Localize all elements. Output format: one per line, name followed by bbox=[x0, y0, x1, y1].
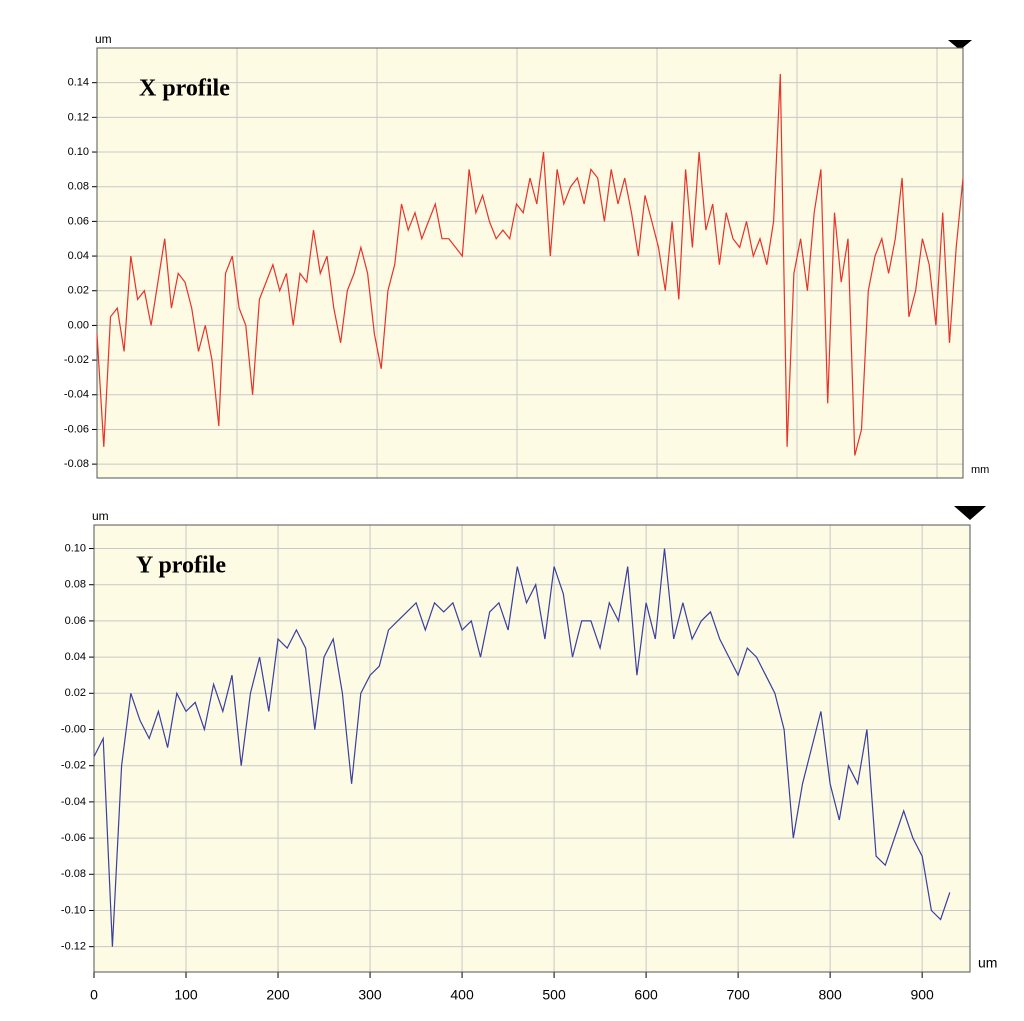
y-tick-label: 0.10 bbox=[68, 146, 89, 158]
x-tick-label: 700 bbox=[726, 987, 750, 1003]
x-tick-label: 800 bbox=[818, 987, 842, 1003]
y-tick-label: -0.02 bbox=[64, 354, 89, 366]
y-tick-label: 0.06 bbox=[68, 215, 89, 227]
plot-frame bbox=[93, 524, 971, 973]
x-tick-label: 0 bbox=[90, 987, 98, 1003]
y-tick-label: -0.08 bbox=[61, 868, 86, 880]
line bbox=[93, 548, 951, 947]
marker bbox=[948, 40, 972, 50]
x-axis-label: mm bbox=[971, 464, 989, 476]
y-tick-label: -0.10 bbox=[61, 904, 86, 916]
plot-area bbox=[97, 48, 963, 478]
marker bbox=[954, 506, 986, 520]
y-tick-label: 0.02 bbox=[65, 687, 86, 699]
y-axis-label: um bbox=[95, 32, 112, 46]
line bbox=[96, 73, 964, 456]
y-tick-label: 0.02 bbox=[68, 285, 89, 297]
y-tick-label: -0.02 bbox=[61, 760, 86, 772]
plot-frame bbox=[96, 47, 964, 479]
chart-title: Y profile bbox=[136, 553, 226, 579]
y-tick-label: 0.08 bbox=[68, 181, 89, 193]
y-tick-label: 0.04 bbox=[65, 651, 86, 663]
y-tick-label: 0.04 bbox=[68, 250, 89, 262]
y-axis-label: um bbox=[92, 509, 109, 523]
y-tick-label: 0.10 bbox=[65, 542, 86, 554]
x-axis-label: um bbox=[978, 955, 997, 971]
x-tick-label: 900 bbox=[910, 987, 934, 1003]
y-tick-label: 0.06 bbox=[65, 615, 86, 627]
x-tick-label: 500 bbox=[542, 987, 566, 1003]
y-tick-label: -0.12 bbox=[61, 941, 86, 953]
x-tick-label: 300 bbox=[358, 987, 382, 1003]
x-tick-label: 100 bbox=[174, 987, 198, 1003]
x-tick-label: 200 bbox=[266, 987, 290, 1003]
y-tick-label: -0.04 bbox=[61, 796, 86, 808]
y-tick-label: 0.12 bbox=[68, 111, 89, 123]
y-tick-label: -0.06 bbox=[64, 423, 89, 435]
y-tick-label: 0.14 bbox=[68, 77, 89, 89]
y-tick-label: -0.04 bbox=[64, 389, 89, 401]
y-tick-label: -0.00 bbox=[61, 723, 86, 735]
chart-title: X profile bbox=[139, 76, 230, 102]
x-tick-label: 600 bbox=[634, 987, 658, 1003]
y-tick-label: -0.08 bbox=[64, 458, 89, 470]
x-tick-label: 400 bbox=[450, 987, 474, 1003]
y-tick-label: 0.08 bbox=[65, 579, 86, 591]
y-tick-label: 0.00 bbox=[68, 319, 89, 331]
y-tick-label: -0.06 bbox=[61, 832, 86, 844]
